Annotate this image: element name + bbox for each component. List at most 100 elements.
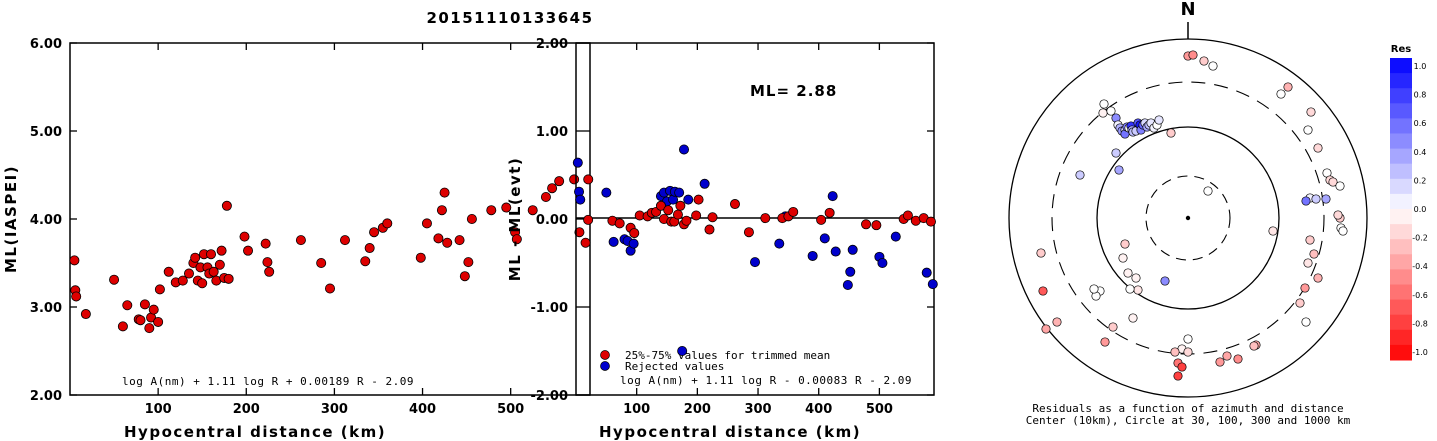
rejected-point	[674, 187, 685, 198]
data-point	[415, 252, 426, 263]
left-ylabel: ML(IASPEI)	[2, 165, 20, 273]
chart-title: 20151110133645	[426, 9, 593, 27]
colorbar: Res 1.0 0.8 0.6 0.4 0.2 0.0 -0.2 -0.4 -0.6 -0.8 -1…	[1390, 44, 1428, 361]
colorbar-tick-label: -0.2	[1412, 234, 1428, 243]
data-point	[547, 183, 558, 194]
residual-point	[1166, 128, 1176, 138]
data-point	[197, 278, 208, 289]
residual-point	[1203, 186, 1213, 196]
legend-accepted-marker	[600, 350, 610, 360]
polar-points	[1036, 50, 1348, 381]
data-point	[454, 235, 465, 246]
data-point	[69, 255, 80, 266]
middle-xlabel: Hypocentral distance (km)	[599, 423, 861, 441]
accepted-point	[743, 227, 754, 238]
residual-point	[1075, 170, 1085, 180]
left-xtick-label: 300	[321, 402, 348, 417]
residual-point	[1041, 324, 1051, 334]
data-point	[260, 238, 271, 249]
colorbar-title: Res	[1391, 44, 1411, 55]
accepted-point	[672, 209, 683, 220]
data-point	[439, 187, 450, 198]
data-point	[583, 174, 594, 185]
residual-point	[1328, 177, 1338, 187]
colorbar-tick-label: -0.8	[1412, 319, 1428, 328]
left-xlabel: Hypocentral distance (km)	[124, 423, 386, 441]
colorbar-cell	[1390, 73, 1412, 89]
accepted-point	[629, 228, 640, 239]
colorbar-cell	[1390, 118, 1412, 134]
colorbar-cells	[1390, 58, 1412, 361]
residual-point	[1276, 89, 1286, 99]
data-point	[122, 300, 133, 311]
rejected-point	[830, 246, 841, 257]
accepted-point	[583, 214, 594, 225]
accepted-point	[707, 212, 718, 223]
colorbar-cell	[1390, 58, 1412, 74]
residual-point	[1173, 371, 1183, 381]
circle-30km	[1145, 175, 1231, 261]
polar-panel: N Residuals as a function of azimuth and…	[1008, 0, 1368, 427]
data-point	[135, 315, 146, 326]
accepted-point	[691, 210, 702, 221]
rejected-point	[845, 266, 856, 277]
residual-point	[1170, 347, 1180, 357]
colorbar-tick-label: -1.0	[1412, 348, 1428, 357]
left-xtick-label: 500	[497, 402, 524, 417]
residual-point	[1183, 347, 1193, 357]
legend-rejected-label: Rejected values	[625, 360, 724, 373]
middle-ytick-label: 1.00	[536, 125, 568, 140]
colorbar-cell	[1390, 329, 1412, 346]
rejected-point	[575, 194, 586, 205]
left-formula: log A(nm) + 1.11 log R + 0.00189 R - 2.0…	[122, 375, 414, 388]
rejected-point	[572, 157, 583, 168]
residual-point	[1306, 107, 1316, 117]
left-ytick-label: 6.00	[30, 37, 62, 52]
data-point	[554, 176, 565, 187]
accepted-point	[902, 210, 913, 221]
data-point	[540, 191, 551, 202]
residual-point	[1300, 283, 1310, 293]
accepted-point	[614, 218, 625, 229]
colorbar-cell	[1390, 299, 1412, 316]
rejected-point	[842, 279, 853, 290]
data-point	[177, 275, 188, 286]
residual-point	[1233, 354, 1243, 364]
legend-accepted-label: 25%-75% values for trimmed mean	[625, 349, 830, 362]
data-point	[262, 257, 273, 268]
colorbar-cell	[1390, 344, 1412, 361]
rejected-point	[890, 231, 901, 242]
data-point	[360, 256, 371, 267]
ml-annotation: ML= 2.88	[750, 82, 837, 100]
accepted-point	[693, 194, 704, 205]
rejected-point	[683, 194, 694, 205]
colorbar-cell	[1390, 314, 1412, 331]
data-point	[442, 237, 453, 248]
data-point	[183, 268, 194, 279]
colorbar-cell	[1390, 193, 1412, 210]
data-point	[436, 205, 447, 216]
middle-points	[572, 144, 938, 356]
residual-point	[1283, 82, 1293, 92]
residual-point	[1199, 56, 1209, 66]
data-point	[369, 227, 380, 238]
data-point	[501, 202, 512, 213]
colorbar-tick-label: 1.0	[1414, 62, 1427, 71]
data-point	[316, 257, 327, 268]
data-point	[527, 205, 538, 216]
residual-point	[1125, 284, 1135, 294]
accepted-point	[655, 200, 666, 211]
accepted-point	[861, 219, 872, 230]
colorbar-tick-label: 0.0	[1414, 205, 1427, 214]
residual-point	[1099, 99, 1109, 109]
middle-ticks: 100 200 300 400 500 -2.00 -1.00 0.00 1.00 2.00	[531, 37, 934, 417]
accepted-point	[729, 199, 740, 210]
colorbar-cell	[1390, 163, 1412, 180]
residual-point	[1160, 276, 1170, 286]
middle-ytick-label: 2.00	[536, 37, 568, 52]
residual-point	[1268, 226, 1278, 236]
data-point	[163, 266, 174, 277]
data-point	[463, 257, 474, 268]
residual-point	[1321, 194, 1331, 204]
